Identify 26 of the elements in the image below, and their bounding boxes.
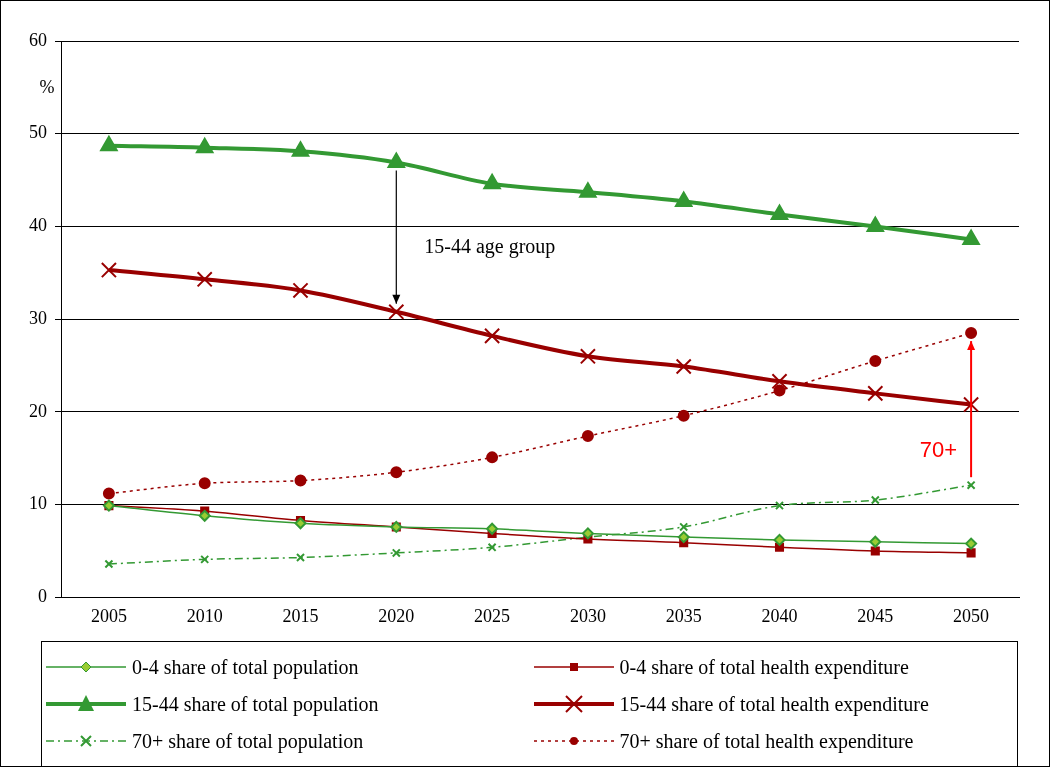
legend-label: 70+ share of total population: [132, 729, 364, 753]
x-tick-label: 2050: [953, 605, 990, 626]
legend-label: 0-4 share of total health expenditure: [619, 655, 909, 679]
annotation: 15-44 age group: [424, 235, 556, 259]
x-tick-label: 2030: [569, 605, 606, 626]
legend-label: 70+ share of total health expenditure: [619, 729, 914, 753]
x-tick-label: 2010: [186, 605, 223, 626]
y-axis-title: %: [39, 77, 55, 97]
y-tick-label: 40: [29, 215, 47, 236]
y-tick-label: 20: [29, 400, 47, 421]
x-tick-label: 2025: [474, 605, 511, 626]
x-tick-label: 2015: [282, 605, 319, 626]
annotation: 70+: [919, 436, 958, 462]
x-tick-label: 2035: [665, 605, 702, 626]
x-tick-label: 2005: [90, 605, 127, 626]
y-tick-label: 60: [29, 29, 47, 50]
x-tick-label: 2040: [761, 605, 798, 626]
y-tick-label: 50: [29, 122, 47, 143]
x-tick-label: 2045: [857, 605, 894, 626]
x-tick-label: 2020: [378, 605, 415, 626]
legend-label: 0-4 share of total population: [132, 655, 359, 679]
legend-label: 15-44 share of total population: [132, 692, 379, 716]
y-tick-label: 10: [29, 493, 47, 514]
legend-label: 15-44 share of total health expenditure: [619, 692, 929, 716]
y-tick-label: 0: [38, 586, 47, 607]
y-tick-label: 30: [29, 307, 47, 328]
